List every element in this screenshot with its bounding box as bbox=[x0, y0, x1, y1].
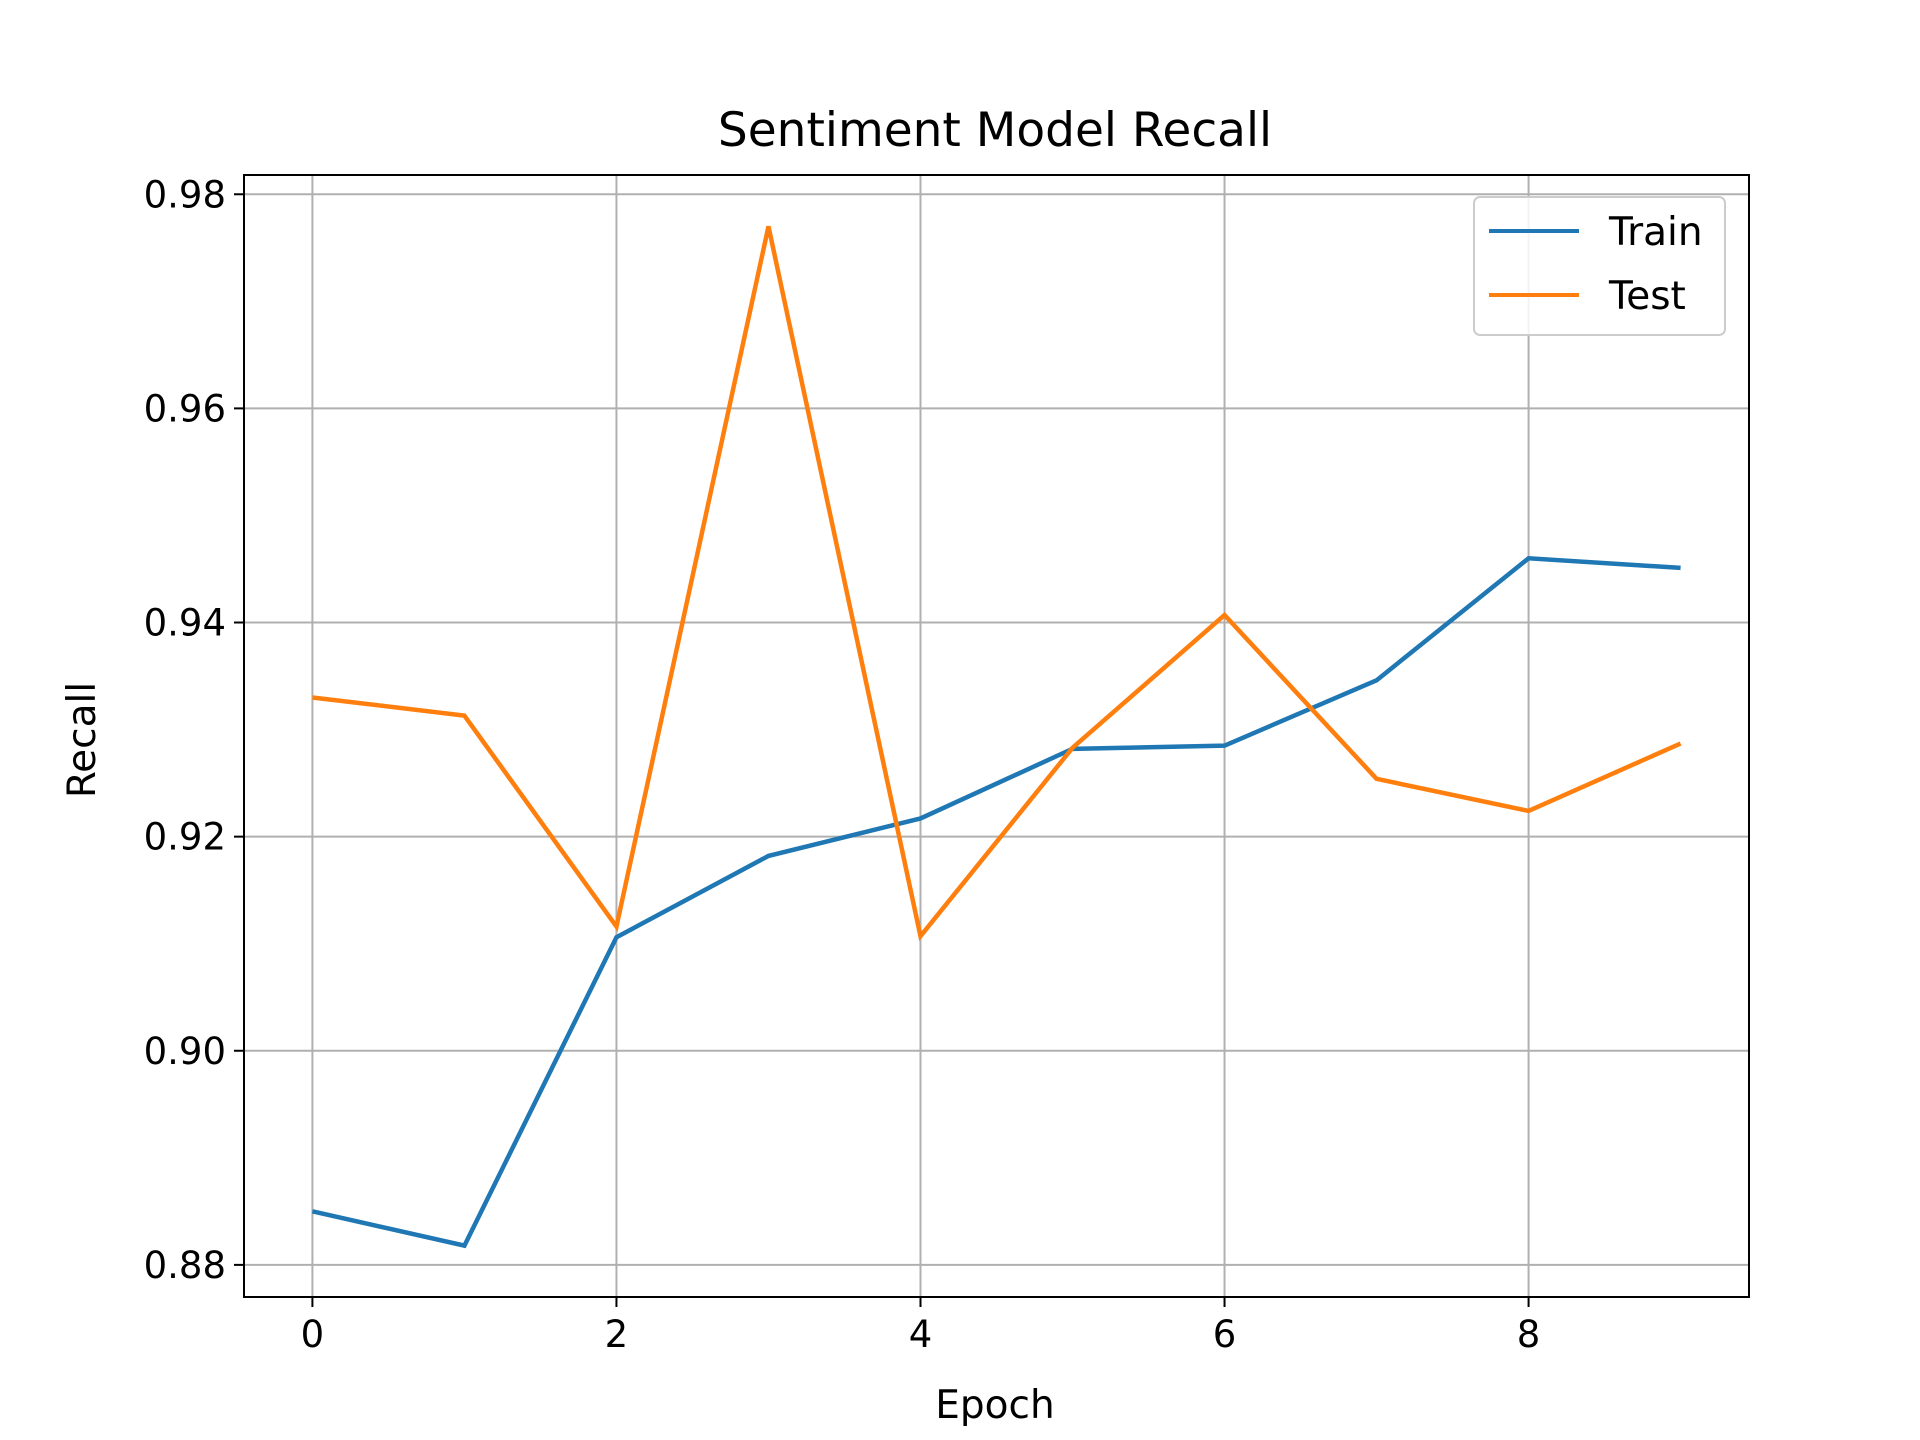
y-tick-label: 0.88 bbox=[144, 1244, 226, 1287]
plot-frame bbox=[243, 174, 1750, 1298]
y-axis-label: Recall bbox=[60, 682, 105, 798]
series-line-test bbox=[312, 225, 1682, 942]
legend-label-train: Train bbox=[1608, 210, 1703, 255]
y-tick-label: 0.92 bbox=[144, 816, 226, 859]
x-axis-label: Epoch bbox=[935, 1383, 1054, 1428]
y-tick-label: 0.96 bbox=[144, 387, 226, 430]
x-tick-label: 6 bbox=[1213, 1313, 1237, 1356]
chart-title: Sentiment Model Recall bbox=[718, 103, 1272, 158]
x-tick-label: 0 bbox=[301, 1313, 325, 1356]
data-series bbox=[311, 225, 1682, 1249]
grid-lines bbox=[244, 175, 1749, 1297]
y-tick-label: 0.94 bbox=[144, 602, 226, 645]
series-line-train bbox=[311, 555, 1681, 1249]
x-tick-label: 4 bbox=[909, 1313, 933, 1356]
axis-ticks: 0 2 4 6 8 0.88 0.90 0.92 0.94 0.96 0.98 bbox=[144, 173, 1541, 1356]
y-tick-label: 0.90 bbox=[144, 1030, 226, 1073]
legend-label-test: Test bbox=[1608, 274, 1686, 319]
x-tick-label: 2 bbox=[605, 1313, 629, 1356]
x-tick-label: 8 bbox=[1517, 1313, 1541, 1356]
legend: Train Test bbox=[1473, 196, 1726, 336]
y-tick-label: 0.98 bbox=[144, 173, 226, 216]
